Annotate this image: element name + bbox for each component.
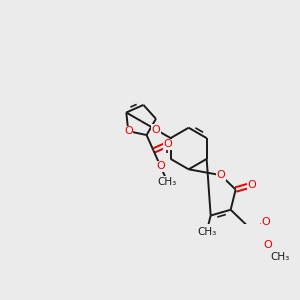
- Text: O: O: [156, 161, 165, 171]
- Text: O: O: [152, 124, 160, 135]
- Text: CH₃: CH₃: [158, 177, 177, 187]
- Text: CH₃: CH₃: [197, 227, 216, 237]
- Text: O: O: [263, 240, 272, 250]
- Text: O: O: [124, 126, 133, 136]
- Text: O: O: [164, 139, 172, 149]
- Text: CH₃: CH₃: [270, 252, 290, 262]
- Text: O: O: [216, 170, 225, 180]
- Text: O: O: [262, 217, 270, 227]
- Text: O: O: [248, 180, 256, 190]
